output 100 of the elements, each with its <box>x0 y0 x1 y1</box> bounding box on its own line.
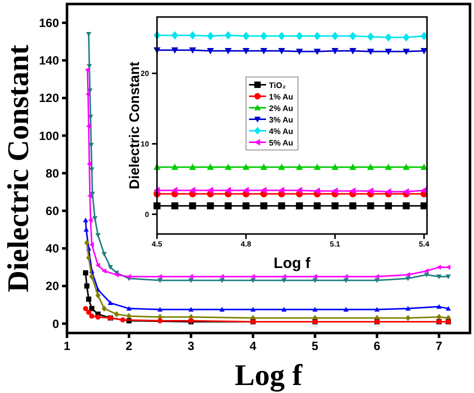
point <box>206 32 214 40</box>
point <box>260 186 267 194</box>
y-tick-label: 20 <box>46 279 60 294</box>
point <box>171 47 178 54</box>
point <box>108 265 113 270</box>
point <box>86 296 92 302</box>
y-tick-label: 0 <box>52 316 60 331</box>
x-tick-label: 6 <box>374 339 381 353</box>
point <box>384 33 392 42</box>
point <box>332 32 339 40</box>
point <box>314 188 320 195</box>
legend-label: 2% Au <box>269 104 294 113</box>
point <box>157 306 163 312</box>
point <box>206 202 214 210</box>
y-tick-label: 140 <box>38 54 60 68</box>
point <box>436 304 442 309</box>
legend-label: 4% Au <box>269 126 294 136</box>
point <box>250 306 256 312</box>
y-axis-title: Dielectric Constant <box>126 61 142 190</box>
point <box>84 240 90 246</box>
x-tick-label: 5 <box>312 339 319 353</box>
legend-label: 3% Au <box>269 115 294 124</box>
point <box>446 274 451 280</box>
y-tick-label: 160 <box>38 16 60 30</box>
point <box>242 202 250 210</box>
point <box>405 276 411 282</box>
point <box>420 186 427 194</box>
x-axis-title: Log f <box>274 255 312 272</box>
point <box>87 193 92 198</box>
point <box>367 188 374 195</box>
point <box>188 306 194 312</box>
point <box>402 164 410 170</box>
point <box>260 202 268 210</box>
point <box>171 31 178 40</box>
point <box>84 67 90 72</box>
point <box>95 262 100 268</box>
point <box>349 32 356 40</box>
y-axis-title: Dielectric Constant <box>2 44 35 292</box>
point <box>86 254 92 261</box>
point <box>102 305 107 312</box>
point <box>278 32 286 40</box>
point <box>367 32 374 41</box>
point <box>278 48 286 54</box>
point <box>446 306 451 311</box>
point <box>296 202 303 210</box>
point <box>92 216 98 221</box>
point <box>84 283 90 289</box>
point <box>278 202 286 210</box>
point <box>367 164 374 170</box>
point <box>114 311 120 318</box>
point <box>314 164 321 170</box>
point <box>405 306 411 311</box>
point <box>402 33 410 42</box>
point <box>86 161 92 166</box>
y-tick-label: 60 <box>46 204 60 218</box>
point <box>89 313 94 319</box>
point <box>206 48 214 54</box>
point <box>95 292 101 299</box>
legend-label: TiO₂ <box>269 80 286 90</box>
point <box>83 218 88 222</box>
point <box>242 32 250 40</box>
point <box>189 47 196 54</box>
y-tick-label: 120 <box>38 91 60 106</box>
point <box>436 314 442 320</box>
point <box>189 202 196 210</box>
point <box>219 306 225 312</box>
point <box>332 164 339 170</box>
point <box>314 48 321 56</box>
point <box>405 314 411 322</box>
x-tick-label: 4 <box>250 339 257 353</box>
point <box>402 202 410 210</box>
point <box>402 48 410 56</box>
point <box>384 202 392 210</box>
point <box>83 270 88 276</box>
point <box>242 164 250 170</box>
y-tick-label: 40 <box>46 242 60 256</box>
point <box>349 202 356 210</box>
legend-label: 5% Au <box>269 138 294 148</box>
point <box>281 306 287 312</box>
point <box>206 164 214 170</box>
x-axis-title: Log f <box>234 359 304 392</box>
y-tick-label: 100 <box>38 128 60 143</box>
point <box>102 268 106 274</box>
point <box>278 164 286 170</box>
point <box>296 186 302 194</box>
point <box>84 227 89 232</box>
point <box>189 31 196 40</box>
point <box>89 306 94 312</box>
point <box>95 314 101 320</box>
point <box>171 164 178 170</box>
point <box>224 186 232 194</box>
point <box>86 310 92 315</box>
point <box>88 218 93 223</box>
point <box>424 268 429 274</box>
point <box>206 186 214 194</box>
point <box>367 48 374 56</box>
point <box>374 306 380 312</box>
point <box>314 32 321 40</box>
point <box>260 164 268 170</box>
legend-label: 1% Au <box>269 92 294 102</box>
